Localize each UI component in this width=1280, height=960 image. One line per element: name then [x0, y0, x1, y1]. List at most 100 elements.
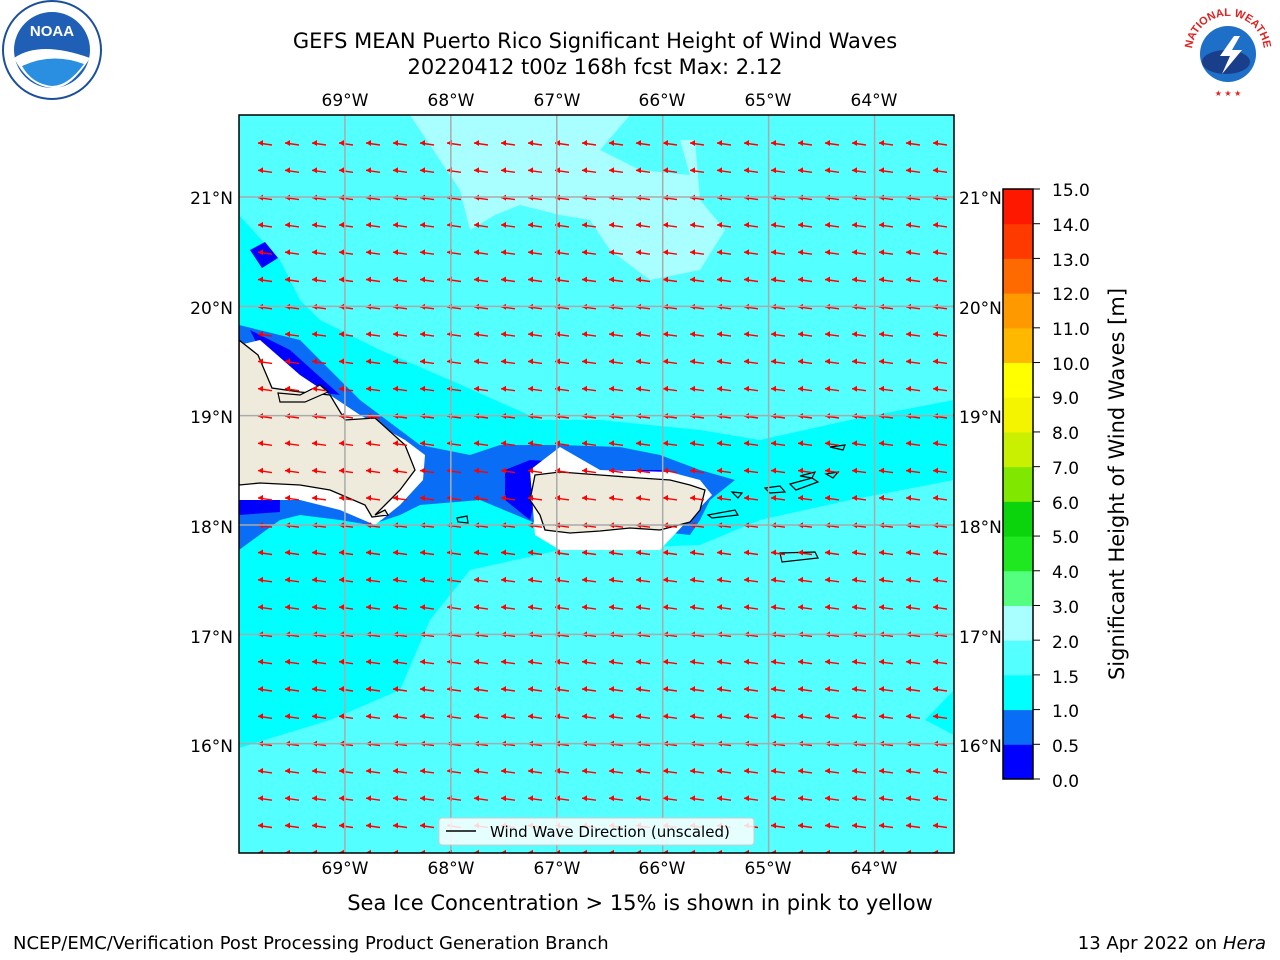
wave-direction-arrow — [365, 167, 381, 174]
wave-direction-arrow — [797, 795, 813, 802]
wave-direction-arrow — [473, 713, 489, 720]
wave-direction-arrow — [500, 276, 516, 283]
wave-direction-arrow — [500, 221, 516, 228]
wave-direction-arrow — [527, 795, 543, 802]
wave-direction-arrow — [743, 276, 759, 283]
wave-direction-arrow — [878, 658, 894, 665]
wave-direction-arrow — [635, 686, 651, 692]
wave-direction-arrow — [392, 686, 408, 692]
wave-direction-arrow — [608, 249, 624, 256]
wave-direction-arrow — [905, 767, 921, 774]
wave-direction-arrow — [338, 140, 354, 146]
wave-direction-arrow — [824, 249, 840, 256]
wave-direction-arrow — [851, 604, 867, 611]
footer-date-text: 13 Apr 2022 on — [1077, 933, 1223, 954]
colorbar-segment — [1003, 674, 1033, 711]
wave-direction-arrow — [500, 549, 516, 556]
map-legend: Wind Wave Direction (unscaled) — [438, 817, 755, 846]
wave-direction-arrow — [905, 440, 921, 447]
wave-direction-arrow — [365, 767, 381, 774]
lat-tick-right-19n: 19°N — [959, 408, 1002, 428]
wave-direction-arrow — [662, 467, 678, 474]
lon-tick-top-67w: 67°W — [534, 91, 581, 111]
wave-direction-arrow — [770, 385, 786, 392]
wave-direction-arrow — [662, 358, 678, 365]
wave-direction-arrow — [365, 140, 381, 146]
wave-direction-arrow — [662, 276, 678, 283]
wave-direction-arrow — [311, 331, 327, 338]
wave-direction-arrow — [500, 358, 516, 365]
wave-direction-arrow — [635, 331, 651, 338]
wave-direction-arrow — [851, 167, 867, 174]
wave-direction-arrow — [878, 467, 894, 474]
wave-direction-arrow — [716, 331, 732, 338]
wave-direction-arrow — [608, 658, 624, 665]
colorbar-segment — [1003, 536, 1033, 572]
wave-direction-arrow — [716, 467, 732, 474]
wave-direction-arrow — [905, 549, 921, 556]
wave-direction-arrow — [932, 604, 948, 611]
wave-direction-arrow — [662, 658, 678, 665]
wave-direction-arrow — [284, 331, 300, 338]
wave-direction-arrow — [824, 276, 840, 283]
wave-direction-arrow — [338, 576, 354, 583]
wave-direction-arrow — [905, 249, 921, 256]
wave-direction-arrow — [932, 686, 948, 692]
wave-direction-arrow — [770, 167, 786, 174]
wave-direction-arrow — [473, 576, 489, 583]
wave-direction-arrow — [932, 467, 948, 474]
wave-direction-arrow — [608, 576, 624, 583]
wave-direction-arrow — [608, 221, 624, 228]
wave-direction-arrow — [284, 767, 300, 774]
svg-text:★ ★ ★: ★ ★ ★ — [1215, 89, 1242, 98]
wave-direction-arrow — [257, 167, 273, 174]
wave-direction-arrow — [689, 385, 705, 392]
wave-direction-arrow — [500, 249, 516, 256]
wave-direction-arrow — [932, 795, 948, 802]
colorbar-segment — [1003, 640, 1033, 676]
lat-tick-left-17n: 17°N — [190, 628, 233, 648]
wave-direction-arrow — [338, 385, 354, 392]
footer-machine: Hera — [1222, 933, 1266, 954]
wave-direction-arrow — [932, 576, 948, 583]
wave-direction-arrow — [635, 276, 651, 283]
wave-direction-arrow — [284, 467, 300, 474]
wave-direction-arrow — [365, 549, 381, 556]
colorbar-tick: 14.0 — [1052, 216, 1090, 236]
wave-direction-arrow — [824, 822, 840, 829]
wave-direction-arrow — [770, 467, 786, 474]
wave-direction-arrow — [581, 385, 597, 392]
wave-direction-arrow — [284, 849, 292, 853]
wave-direction-arrow — [770, 358, 786, 365]
colorbar-tick: 15.0 — [1052, 181, 1090, 201]
wave-direction-arrow — [716, 849, 724, 853]
colorbar-tick: 2.0 — [1052, 633, 1079, 653]
wave-direction-arrow — [311, 221, 327, 228]
wave-direction-arrow — [527, 767, 543, 774]
colorbar-tick: 7.0 — [1052, 459, 1079, 479]
wave-direction-arrow — [473, 549, 489, 556]
colorbar-tick: 0.0 — [1052, 772, 1079, 792]
wave-direction-arrow — [311, 658, 327, 665]
colorbar-tick: 5.0 — [1052, 528, 1079, 548]
lat-tick-left-16n: 16°N — [190, 737, 233, 757]
wave-direction-arrow — [662, 549, 678, 556]
sea-ice-note: Sea Ice Concentration > 15% is shown in … — [347, 891, 933, 915]
wave-direction-arrow — [797, 713, 813, 720]
wave-direction-arrow — [662, 849, 670, 853]
wave-direction-arrow — [743, 331, 759, 338]
wave-direction-arrow — [932, 549, 948, 556]
wave-direction-arrow — [338, 494, 354, 501]
wave-direction-arrow — [662, 576, 678, 583]
wave-direction-arrow — [824, 767, 840, 774]
wave-direction-arrow — [662, 385, 678, 392]
wave-direction-arrow — [905, 604, 921, 611]
wave-direction-arrow — [689, 467, 705, 474]
wave-direction-arrow — [797, 276, 813, 283]
wave-direction-arrow — [419, 576, 435, 583]
wave-direction-arrow — [797, 140, 813, 146]
wave-direction-arrow — [851, 467, 867, 474]
colorbar — [1003, 188, 1040, 780]
colorbar-tick: 3.0 — [1052, 598, 1079, 618]
wave-direction-arrow — [905, 167, 921, 174]
